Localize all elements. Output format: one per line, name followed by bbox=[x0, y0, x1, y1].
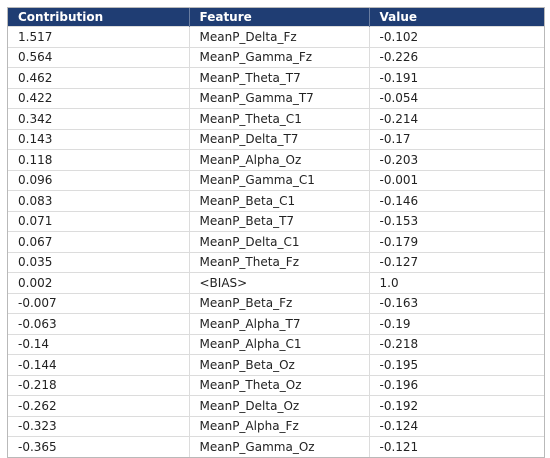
table-cell: <BIAS> bbox=[189, 272, 370, 293]
table-cell: -0.146 bbox=[369, 190, 544, 211]
table-cell: -0.365 bbox=[8, 436, 190, 457]
table-cell: -0.19 bbox=[369, 313, 544, 334]
table-cell: -0.191 bbox=[369, 67, 544, 88]
table-cell: 0.083 bbox=[8, 190, 190, 211]
table-cell: 0.002 bbox=[8, 272, 190, 293]
contribution-table: Contribution Feature Value 1.517 MeanP_Delt… bbox=[8, 8, 544, 457]
table-row: 0.083 MeanP_Beta_C1 -0.146 bbox=[8, 190, 544, 211]
table-row: 0.067 MeanP_Delta_C1 -0.179 bbox=[8, 231, 544, 252]
table-cell: -0.054 bbox=[369, 87, 544, 109]
header-row: Contribution Feature Value bbox=[8, 8, 544, 27]
table-row: -0.063 MeanP_Alpha_T7 -0.19 bbox=[8, 313, 544, 334]
table-cell: 1.517 bbox=[8, 26, 190, 47]
table-cell: -0.14 bbox=[8, 333, 190, 355]
table-row: 0.096 MeanP_Gamma_C1 -0.001 bbox=[8, 169, 544, 191]
table-cell: 0.462 bbox=[8, 67, 190, 88]
table-cell: MeanP_Alpha_Oz bbox=[189, 149, 370, 170]
table-row: 0.462 MeanP_Theta_T7 -0.191 bbox=[8, 67, 544, 88]
table-row: 0.143 MeanP_Delta_T7 -0.17 bbox=[8, 128, 544, 150]
table-cell: -0.179 bbox=[369, 231, 544, 252]
table-row: 0.035 MeanP_Theta_Fz -0.127 bbox=[8, 251, 544, 273]
table-cell: -0.124 bbox=[369, 415, 544, 437]
table-cell: MeanP_Gamma_Oz bbox=[189, 436, 370, 457]
table-cell: MeanP_Alpha_C1 bbox=[189, 333, 370, 355]
table-cell: 0.096 bbox=[8, 169, 190, 191]
table-row: -0.14 MeanP_Alpha_C1 -0.218 bbox=[8, 333, 544, 355]
column-header: Contribution bbox=[8, 8, 190, 27]
table-row: 0.071 MeanP_Beta_T7 -0.153 bbox=[8, 210, 544, 232]
table-cell: 0.067 bbox=[8, 231, 190, 252]
table-cell: -0.121 bbox=[369, 436, 544, 457]
table-row: -0.007 MeanP_Beta_Fz -0.163 bbox=[8, 292, 544, 314]
table-row: 0.118 MeanP_Alpha_Oz -0.203 bbox=[8, 149, 544, 170]
table-cell: -0.218 bbox=[8, 374, 190, 396]
table-cell: MeanP_Gamma_Fz bbox=[189, 46, 370, 68]
table-cell: -0.196 bbox=[369, 374, 544, 396]
table-row: 0.342 MeanP_Theta_C1 -0.214 bbox=[8, 108, 544, 129]
table-cell: 0.035 bbox=[8, 251, 190, 273]
table-cell: -0.001 bbox=[369, 169, 544, 191]
table-cell: MeanP_Delta_C1 bbox=[189, 231, 370, 252]
table-cell: MeanP_Delta_T7 bbox=[189, 128, 370, 150]
table-cell: MeanP_Beta_C1 bbox=[189, 190, 370, 211]
table-row: -0.365 MeanP_Gamma_Oz -0.121 bbox=[8, 436, 544, 457]
table-cell: MeanP_Theta_Fz bbox=[189, 251, 370, 273]
table-cell: -0.195 bbox=[369, 354, 544, 375]
table-row: -0.323 MeanP_Alpha_Fz -0.124 bbox=[8, 415, 544, 437]
table-cell: -0.063 bbox=[8, 313, 190, 334]
table-cell: 0.422 bbox=[8, 87, 190, 109]
table-row: 1.517 MeanP_Delta_Fz -0.102 bbox=[8, 26, 544, 47]
table-cell: MeanP_Gamma_T7 bbox=[189, 87, 370, 109]
table-cell: -0.163 bbox=[369, 292, 544, 314]
table-cell: -0.153 bbox=[369, 210, 544, 232]
table-body: 1.517 MeanP_Delta_Fz -0.102 0.564 MeanP_Gamm… bbox=[8, 26, 544, 457]
table-cell: -0.144 bbox=[8, 354, 190, 375]
table-frame: Contribution Feature Value 1.517 MeanP_Delt… bbox=[7, 7, 545, 458]
table-cell: MeanP_Beta_Oz bbox=[189, 354, 370, 375]
table-cell: -0.203 bbox=[369, 149, 544, 170]
table-cell: -0.262 bbox=[8, 395, 190, 416]
table-cell: -0.007 bbox=[8, 292, 190, 314]
table-row: 0.002 <BIAS> 1.0 bbox=[8, 272, 544, 293]
table-cell: -0.323 bbox=[8, 415, 190, 437]
table-cell: MeanP_Beta_Fz bbox=[189, 292, 370, 314]
table-row: -0.144 MeanP_Beta_Oz -0.195 bbox=[8, 354, 544, 375]
table-cell: 0.143 bbox=[8, 128, 190, 150]
table-row: -0.218 MeanP_Theta_Oz -0.196 bbox=[8, 374, 544, 396]
table-cell: 0.342 bbox=[8, 108, 190, 129]
table-cell: 0.564 bbox=[8, 46, 190, 68]
table-row: 0.422 MeanP_Gamma_T7 -0.054 bbox=[8, 87, 544, 109]
page: Contribution Feature Value 1.517 MeanP_Delt… bbox=[7, 7, 545, 458]
table-cell: MeanP_Alpha_Fz bbox=[189, 415, 370, 437]
table-cell: -0.17 bbox=[369, 128, 544, 150]
table-cell: MeanP_Alpha_T7 bbox=[189, 313, 370, 334]
table-cell: 0.071 bbox=[8, 210, 190, 232]
table-cell: 0.118 bbox=[8, 149, 190, 170]
table-cell: MeanP_Theta_T7 bbox=[189, 67, 370, 88]
column-header: Value bbox=[369, 8, 544, 27]
table-cell: -0.218 bbox=[369, 333, 544, 355]
table-cell: MeanP_Beta_T7 bbox=[189, 210, 370, 232]
table-cell: -0.192 bbox=[369, 395, 544, 416]
table-cell: -0.127 bbox=[369, 251, 544, 273]
table-cell: -0.214 bbox=[369, 108, 544, 129]
table-row: -0.262 MeanP_Delta_Oz -0.192 bbox=[8, 395, 544, 416]
table-cell: MeanP_Theta_C1 bbox=[189, 108, 370, 129]
table-cell: MeanP_Delta_Oz bbox=[189, 395, 370, 416]
column-header: Feature bbox=[189, 8, 370, 27]
table-cell: MeanP_Gamma_C1 bbox=[189, 169, 370, 191]
table-cell: 1.0 bbox=[369, 272, 544, 293]
table-cell: MeanP_Delta_Fz bbox=[189, 26, 370, 47]
table-cell: MeanP_Theta_Oz bbox=[189, 374, 370, 396]
table-row: 0.564 MeanP_Gamma_Fz -0.226 bbox=[8, 46, 544, 68]
table-cell: -0.226 bbox=[369, 46, 544, 68]
table-cell: -0.102 bbox=[369, 26, 544, 47]
